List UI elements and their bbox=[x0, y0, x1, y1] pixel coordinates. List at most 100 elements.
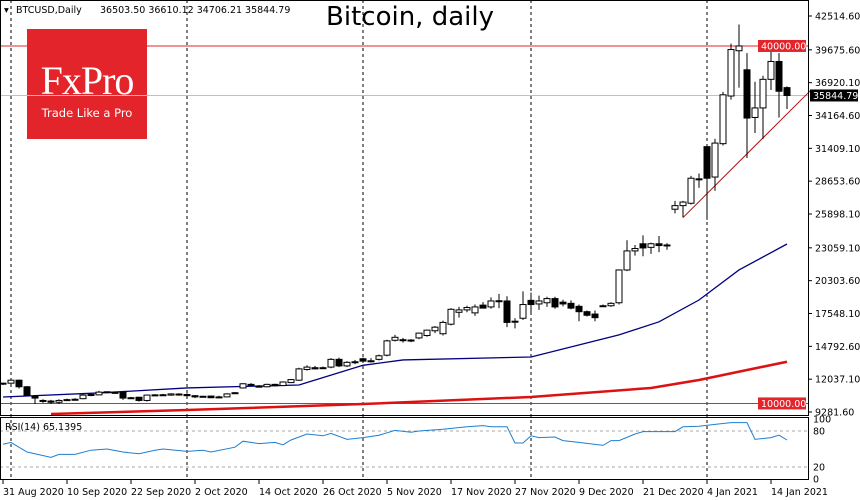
candle-bullish bbox=[671, 205, 679, 210]
candle-bullish bbox=[391, 336, 399, 341]
x-tick-label: 27 Nov 2020 bbox=[515, 487, 576, 498]
candle-bullish bbox=[79, 394, 87, 400]
candle-bearish bbox=[527, 299, 535, 306]
y-tick-label: 28653.60 bbox=[815, 177, 860, 188]
price-level-label: 40000.00 bbox=[761, 41, 806, 52]
x-tick-label: 17 Nov 2020 bbox=[451, 487, 512, 498]
y-tick-label: 31409.10 bbox=[815, 144, 860, 155]
x-tick-label: 21 Dec 2020 bbox=[643, 487, 704, 498]
candle-bearish bbox=[783, 87, 791, 96]
candle-bullish bbox=[63, 399, 71, 402]
candle-bearish bbox=[359, 358, 367, 362]
y-tick-label: 39675.60 bbox=[815, 45, 860, 56]
candle-bearish bbox=[119, 391, 127, 399]
candle-bullish bbox=[487, 300, 495, 308]
candle-bullish bbox=[727, 49, 735, 97]
rsi-tick-label: 80 bbox=[813, 427, 825, 438]
x-tick-label: 2 Oct 2020 bbox=[195, 487, 248, 498]
candle-bullish bbox=[343, 361, 351, 367]
y-tick-label: 17548.10 bbox=[815, 309, 860, 320]
y-tick-label: 25898.10 bbox=[815, 210, 860, 221]
candle-bearish bbox=[695, 178, 703, 181]
candle-bearish bbox=[31, 395, 39, 399]
candle-bearish bbox=[639, 243, 647, 249]
candle-bullish bbox=[423, 329, 431, 337]
candle-bullish bbox=[0, 382, 7, 385]
candle-bullish bbox=[7, 379, 15, 384]
candle-bullish bbox=[279, 381, 287, 387]
candle-bullish bbox=[215, 396, 223, 399]
y-tick-label: 23059.10 bbox=[815, 243, 860, 254]
candle-bearish bbox=[575, 305, 583, 313]
candle-bullish bbox=[519, 304, 527, 319]
candle-bullish bbox=[599, 305, 607, 308]
rsi-label: RSI(14) 65.1395 bbox=[5, 422, 82, 433]
candle-bearish bbox=[311, 367, 319, 370]
candle-bearish bbox=[399, 339, 407, 342]
current-price-label: 35844.79 bbox=[813, 91, 858, 102]
collapse-arrow-icon[interactable]: ▾ bbox=[4, 5, 9, 16]
x-tick-label: 22 Sep 2020 bbox=[131, 487, 191, 498]
candle-bearish bbox=[15, 379, 23, 388]
candle-bearish bbox=[551, 298, 559, 308]
candle-bearish bbox=[655, 243, 663, 247]
candle-bullish bbox=[767, 60, 775, 80]
candle-bullish bbox=[223, 393, 231, 398]
candle-bearish bbox=[135, 396, 143, 401]
y-tick-label: 9281.60 bbox=[815, 408, 854, 419]
candle-bearish bbox=[103, 391, 111, 394]
candle-bearish bbox=[183, 394, 191, 397]
y-tick-label: 34164.60 bbox=[815, 111, 860, 122]
y-tick-label: 36920.10 bbox=[815, 78, 860, 89]
candle-bullish bbox=[375, 355, 383, 360]
rsi-line bbox=[2, 422, 788, 458]
rsi-tick-label: 20 bbox=[813, 463, 825, 474]
x-tick-label: 9 Dec 2020 bbox=[579, 487, 634, 498]
candle-bullish bbox=[439, 321, 447, 335]
candle-bullish bbox=[735, 45, 743, 52]
candle-bullish bbox=[239, 383, 247, 389]
candle-bearish bbox=[159, 394, 167, 397]
candle-bearish bbox=[199, 395, 207, 398]
x-tick-label: 14 Jan 2021 bbox=[771, 487, 828, 498]
candle-bullish bbox=[287, 379, 295, 384]
x-tick-label: 14 Oct 2020 bbox=[259, 487, 318, 498]
candle-bullish bbox=[431, 326, 439, 332]
candle-bullish bbox=[615, 269, 623, 304]
rsi-tick-label: 100 bbox=[813, 415, 831, 426]
candle-bullish bbox=[511, 320, 519, 323]
candle-bearish bbox=[247, 383, 255, 386]
candle-bullish bbox=[751, 107, 759, 118]
candle-bullish bbox=[95, 391, 103, 396]
price-level-badge bbox=[758, 39, 806, 52]
candle-bullish bbox=[679, 201, 687, 207]
candle-bullish bbox=[303, 366, 311, 370]
moving-average-line bbox=[50, 360, 788, 416]
rsi-plot-frame bbox=[0, 417, 809, 480]
candle-bullish bbox=[407, 339, 415, 342]
candle-bearish bbox=[743, 69, 751, 119]
y-tick-label: 12037.10 bbox=[815, 375, 860, 386]
x-tick-label: 5 Nov 2020 bbox=[387, 487, 442, 498]
candle-bullish bbox=[663, 244, 671, 247]
candle-bullish bbox=[151, 394, 159, 397]
x-tick-label: 4 Jan 2021 bbox=[707, 487, 758, 498]
candle-bullish bbox=[647, 243, 655, 248]
current-price-badge bbox=[810, 89, 858, 102]
ohlc-readout: 36503.50 36610.12 34706.21 35844.79 bbox=[100, 5, 290, 16]
candle-bullish bbox=[367, 360, 375, 363]
candle-bullish bbox=[127, 397, 135, 400]
candle-bullish bbox=[463, 307, 471, 311]
symbol-info: BTCUSD,Daily bbox=[16, 5, 82, 16]
candle-bullish bbox=[495, 300, 503, 303]
logo-tagline: Trade Like a Pro bbox=[41, 106, 133, 120]
candle-bullish bbox=[535, 300, 543, 305]
candle-bearish bbox=[559, 301, 567, 305]
candle-bearish bbox=[775, 60, 783, 92]
candle-bullish bbox=[447, 308, 455, 325]
candle-bullish bbox=[711, 142, 719, 178]
rsi-tick-label: 0 bbox=[813, 475, 819, 486]
candle-bullish bbox=[543, 298, 551, 304]
candle-bearish bbox=[47, 400, 55, 403]
